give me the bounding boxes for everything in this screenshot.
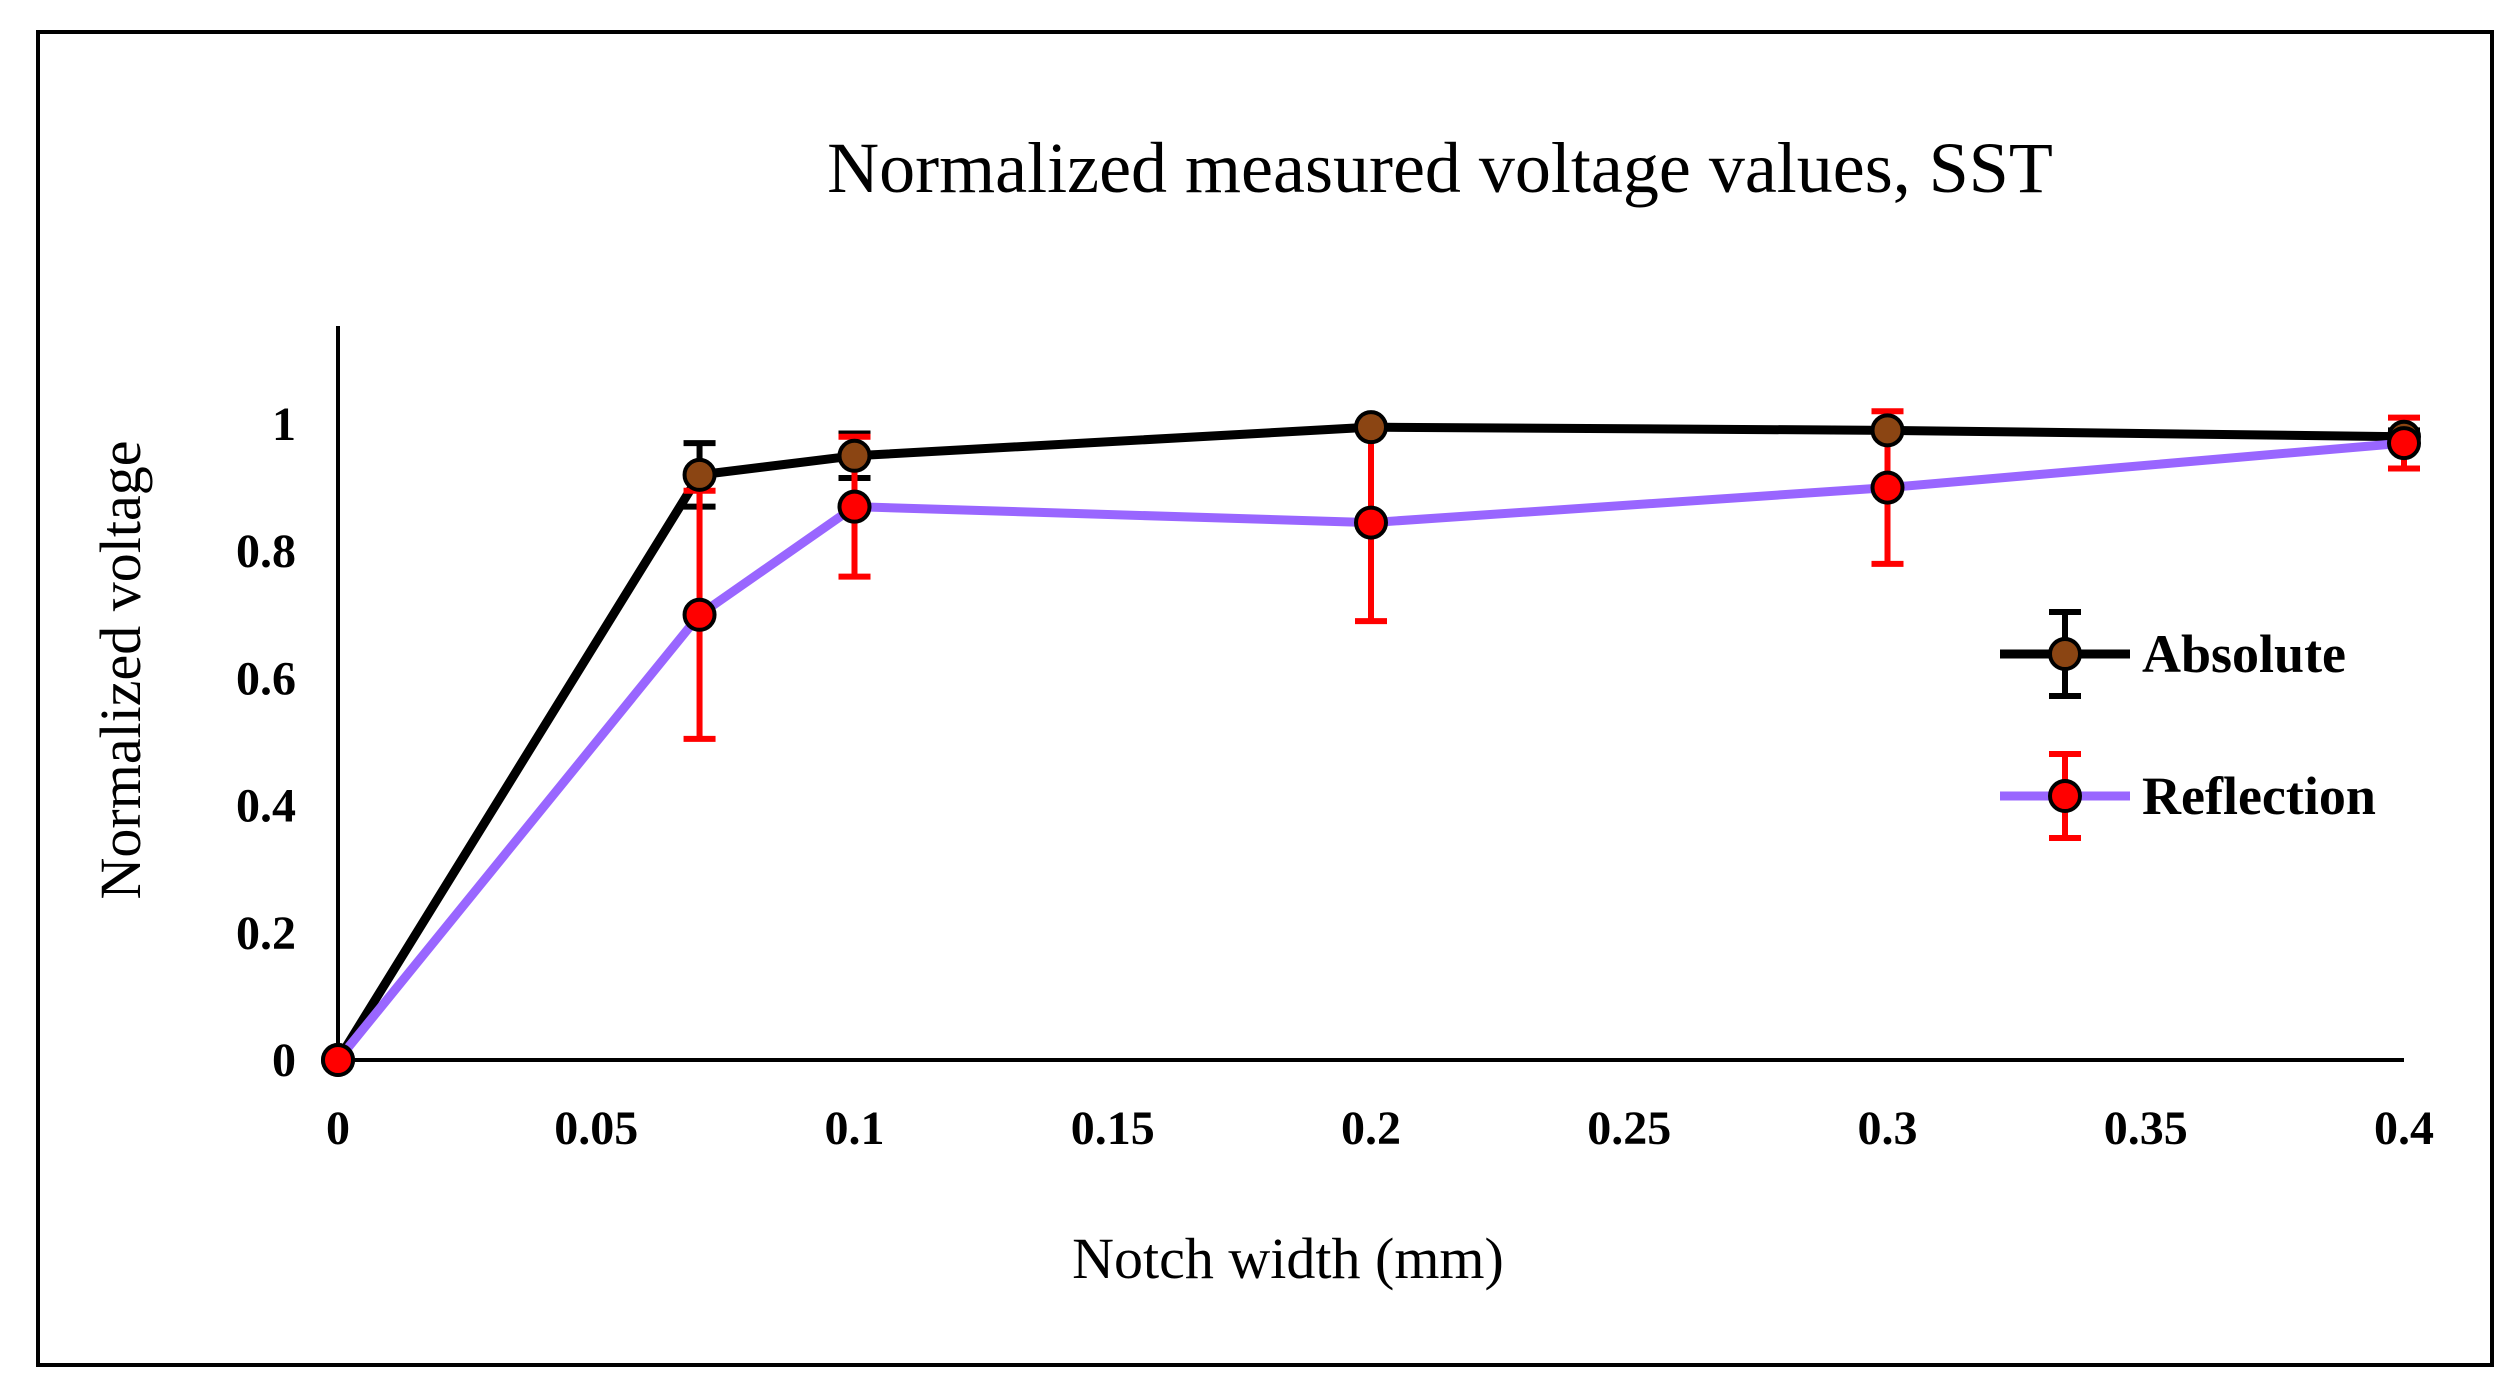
plot-layer: 0 0.2 0.4 0.6 0.8 1 0 0.05 0.1 0.15 0.2 0.25 0.3 0.35… bbox=[236, 326, 2434, 1155]
y-axis-title: Normalized voltage bbox=[88, 441, 153, 900]
y-tick-label: 0.6 bbox=[236, 652, 296, 705]
legend: Absolute Reflection bbox=[2000, 609, 2376, 841]
series-line-reflection bbox=[334, 438, 2405, 1063]
y-tick-label: 0.8 bbox=[236, 525, 296, 578]
x-tick-label: 0.1 bbox=[825, 1102, 885, 1155]
data-point-absolute bbox=[682, 457, 717, 492]
data-point-reflection bbox=[1870, 470, 1905, 505]
data-point-absolute bbox=[837, 438, 872, 473]
chart-title: Normalized measured voltage values, SST bbox=[827, 128, 2053, 208]
data-point-reflection bbox=[321, 1043, 355, 1077]
chart-frame bbox=[36, 30, 2494, 1367]
x-tick-label: 0 bbox=[326, 1102, 350, 1155]
x-tick-label: 0.35 bbox=[2104, 1102, 2188, 1155]
x-tick-label: 0.25 bbox=[1587, 1102, 1671, 1155]
x-tick-label: 0.2 bbox=[1341, 1102, 1401, 1155]
legend-label-absolute: Absolute bbox=[2142, 624, 2346, 684]
y-tick-label: 0 bbox=[272, 1034, 296, 1087]
y-tick-label: 0.4 bbox=[236, 780, 296, 833]
data-point-absolute bbox=[1870, 413, 1905, 448]
data-point-reflection bbox=[682, 597, 717, 632]
data-point-reflection bbox=[2387, 426, 2421, 461]
x-tick-label: 0.15 bbox=[1071, 1102, 1155, 1155]
legend-marker-reflection bbox=[2048, 779, 2082, 813]
x-tick-label: 0.3 bbox=[1858, 1102, 1918, 1155]
data-point-reflection bbox=[837, 489, 872, 524]
x-tick-label: 0.4 bbox=[2374, 1102, 2434, 1155]
legend-marker-absolute bbox=[2048, 637, 2082, 671]
x-tick-label: 0.05 bbox=[554, 1102, 638, 1155]
y-tick-label: 0.2 bbox=[236, 907, 296, 960]
legend-label-reflection: Reflection bbox=[2142, 766, 2376, 826]
data-point-absolute bbox=[1354, 410, 1388, 445]
series-line-absolute bbox=[334, 422, 2405, 1063]
y-tick-label: 1 bbox=[272, 398, 296, 451]
data-point-reflection bbox=[1354, 505, 1388, 540]
x-axis-title: Notch width (mm) bbox=[1072, 1226, 1504, 1291]
